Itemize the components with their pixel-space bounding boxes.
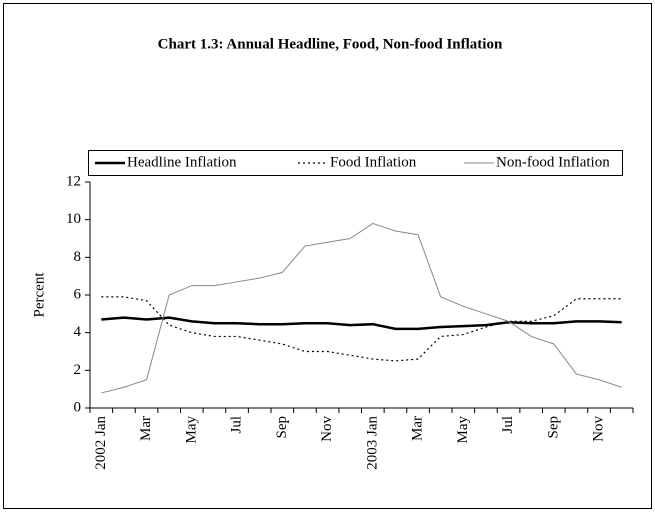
x-tick-label: Sep [274, 416, 290, 439]
series-line [101, 222, 622, 394]
x-tick-label: 2002 Jan [93, 416, 109, 470]
x-tick-label: May [455, 416, 471, 444]
x-tick-label: Jul [500, 416, 516, 434]
legend-label: Food Inflation [330, 154, 417, 170]
legend-box [88, 150, 623, 176]
x-tick-label: Nov [591, 416, 607, 442]
y-tick-label: 0 [74, 399, 82, 415]
y-axis-label: Percent [31, 272, 47, 318]
x-tick-label: Mar [410, 416, 426, 441]
y-tick-label: 8 [74, 249, 82, 265]
y-tick-label: 10 [66, 211, 81, 227]
x-tick-label: 2003 Jan [364, 416, 380, 470]
y-tick-label: 6 [74, 286, 82, 302]
x-tick-label: Nov [319, 416, 335, 442]
x-tick-label: Jul [229, 416, 245, 434]
chart-title: Chart 1.3: Annual Headline, Food, Non-fo… [158, 36, 503, 52]
chart-frame [3, 3, 652, 509]
legend-label: Headline Inflation [127, 154, 237, 170]
x-tick-label: Sep [545, 416, 561, 439]
series-line [101, 316, 622, 331]
y-tick-label: 2 [74, 362, 82, 378]
series-line [101, 296, 622, 362]
x-tick-label: May [183, 416, 199, 444]
y-tick-label: 12 [66, 173, 81, 189]
legend-label: Non-food Inflation [496, 154, 610, 170]
y-tick-label: 4 [74, 324, 82, 340]
x-tick-label: Mar [138, 416, 154, 441]
